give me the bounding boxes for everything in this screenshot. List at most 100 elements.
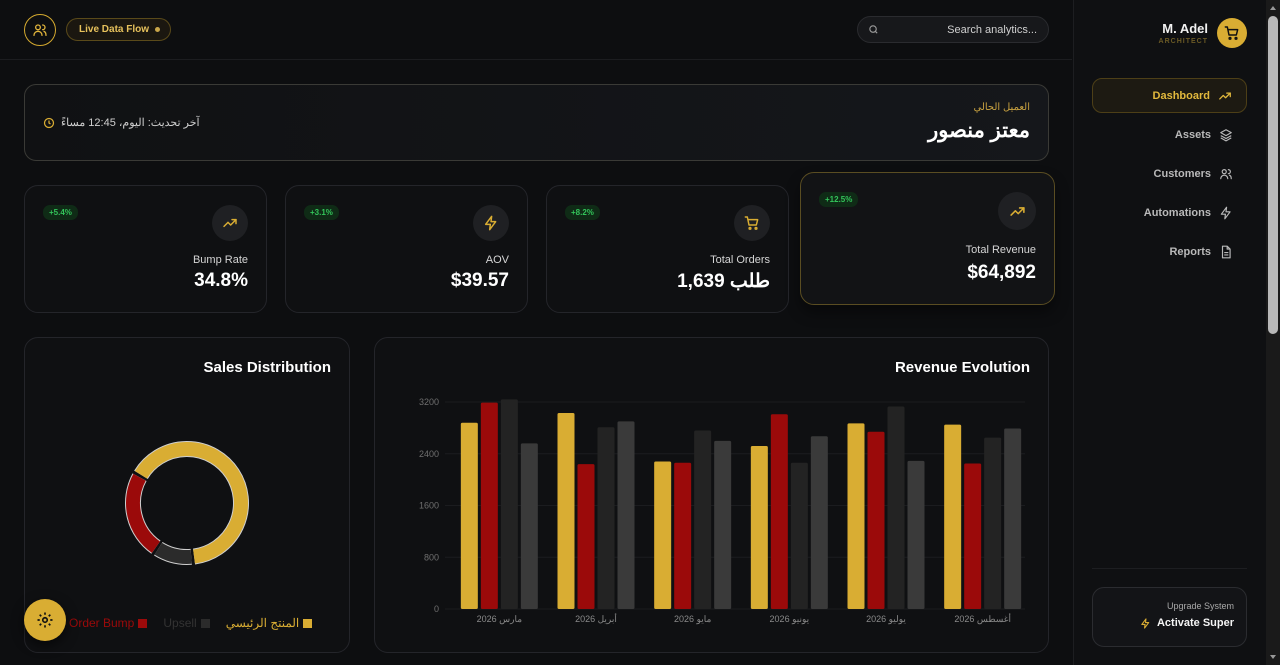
user-role: ARCHITECT	[1158, 38, 1208, 45]
y-tick-label: 3200	[419, 397, 439, 407]
sidebar-item-reports[interactable]: Reports	[1092, 234, 1247, 269]
kpi-value: 34.8%	[194, 270, 248, 291]
legend-label: Order Bump	[69, 616, 135, 630]
avatar[interactable]	[1217, 18, 1247, 48]
revenue-bar-chart: 0 800 1600 2400 3200 مارس 2026 أبريل 2026 مايو …	[419, 397, 1025, 625]
client-label: العميل الحالي	[973, 102, 1030, 113]
sidebar-item-label: Customers	[1153, 167, 1211, 180]
legend-swatch	[200, 618, 210, 628]
panel-title: Sales Distribution	[203, 359, 331, 376]
legend-label: المنتج الرئيسي	[225, 616, 300, 630]
sidebar: M. Adel ARCHITECT Dashboard Assets Custo…	[1073, 0, 1266, 665]
bar	[907, 460, 925, 609]
bar	[1004, 428, 1022, 609]
kpi-label: Bump Rate	[192, 254, 248, 266]
bar	[520, 443, 538, 609]
sidebar-item-assets[interactable]: Assets	[1092, 117, 1247, 152]
kpi-value: 1,639 طلب	[677, 271, 770, 292]
bar	[617, 421, 635, 609]
bar	[597, 427, 615, 609]
sidebar-item-label: Reports	[1169, 245, 1211, 258]
legend-swatch	[303, 618, 313, 628]
sales-donut-chart	[125, 441, 249, 565]
legend-item: المنتج الرئيسي	[226, 616, 313, 630]
search-icon	[869, 25, 878, 34]
scrollbar[interactable]	[1266, 0, 1280, 665]
x-tick-label: يونيو 2026	[770, 614, 810, 625]
layers-icon	[1220, 128, 1232, 141]
zap-icon	[1220, 206, 1231, 219]
kpi-value: $64,892	[967, 262, 1036, 283]
bar	[887, 406, 905, 609]
kpi-card-total-revenue: +12.5% Total Revenue $64,892	[800, 172, 1055, 305]
x-tick-label: أغسطس 2026	[954, 612, 1011, 625]
sidebar-item-dashboard[interactable]: Dashboard	[1092, 78, 1247, 113]
upgrade-card[interactable]: Upgrade System Activate Super	[1092, 587, 1247, 647]
legend-label: Upsell	[163, 616, 197, 630]
kpi-label: AOV	[485, 254, 509, 266]
y-tick-label: 0	[434, 604, 439, 614]
kpi-card-bump-rate: +5.4% Bump Rate 34.8%	[24, 185, 267, 313]
pie-slice	[154, 542, 192, 564]
upgrade-title: Upgrade System	[1166, 601, 1234, 611]
users-button[interactable]	[24, 14, 56, 46]
scroll-thumb[interactable]	[1268, 16, 1278, 334]
sales-distribution-panel: Sales Distribution المنتج الرئيسي Upsell…	[24, 337, 350, 653]
bar	[790, 462, 808, 609]
kpi-change-badge: +12.5%	[819, 192, 859, 207]
sidebar-item-label: Dashboard	[1152, 89, 1210, 102]
search-box[interactable]	[857, 16, 1049, 43]
bar	[674, 462, 692, 609]
kpi-card-aov: +3.1% AOV $39.57	[285, 185, 528, 313]
scroll-down-arrow-icon[interactable]	[1270, 655, 1276, 659]
kpi-value: $39.57	[450, 270, 509, 291]
sidebar-item-customers[interactable]: Customers	[1092, 156, 1247, 191]
live-data-badge[interactable]: Live Data Flow	[66, 18, 172, 41]
bar	[577, 464, 595, 609]
users-icon	[1220, 168, 1232, 179]
activate-button[interactable]: Activate Super	[1093, 617, 1234, 629]
bar	[944, 424, 962, 609]
trending-up-icon	[998, 192, 1036, 230]
bar	[750, 445, 768, 609]
file-icon	[1221, 245, 1231, 258]
revenue-evolution-panel: Revenue Evolution 0 800 1600 2400 3200 مارس 2…	[374, 337, 1049, 653]
zap-icon	[1141, 617, 1150, 629]
y-tick-label: 1600	[419, 501, 439, 511]
clock-icon	[43, 117, 55, 128]
bar	[770, 414, 788, 609]
x-tick-label: أبريل 2026	[575, 612, 617, 625]
bar	[500, 399, 518, 609]
x-tick-label: مارس 2026	[477, 614, 523, 625]
kpi-label: Total Revenue	[965, 244, 1036, 256]
live-dot-icon	[155, 27, 161, 32]
trending-up-icon	[1219, 91, 1231, 100]
search-input[interactable]	[887, 23, 1037, 36]
pie-slice	[126, 473, 161, 553]
zap-icon	[473, 205, 509, 241]
bar	[460, 422, 478, 609]
bar	[867, 431, 885, 609]
gear-icon	[37, 612, 53, 628]
y-tick-label: 800	[424, 552, 439, 562]
last-updated-text: آخر تحديث: اليوم، 12:45 مساءً	[61, 117, 200, 129]
kpi-card-total-orders: +8.2% Total Orders 1,639 طلب	[546, 185, 789, 313]
panel-title: Revenue Evolution	[894, 359, 1030, 376]
client-banner: العميل الحالي معتز منصور آخر تحديث: اليو…	[24, 84, 1049, 161]
sidebar-item-automations[interactable]: Automations	[1092, 195, 1247, 230]
trending-up-icon	[212, 205, 248, 241]
chart-legend: المنتج الرئيسي Upsell Order Bump	[69, 616, 313, 630]
legend-item: Order Bump	[69, 616, 148, 630]
settings-button[interactable]	[24, 599, 66, 641]
client-name: معتز منصور	[928, 119, 1030, 142]
bar	[810, 436, 828, 609]
legend-swatch	[138, 618, 148, 628]
scroll-up-arrow-icon[interactable]	[1270, 6, 1276, 10]
bar	[654, 461, 672, 609]
bar	[480, 402, 498, 609]
legend-item: Upsell	[163, 616, 210, 630]
last-updated: آخر تحديث: اليوم، 12:45 مساءً	[43, 116, 200, 129]
kpi-change-badge: +5.4%	[43, 205, 78, 220]
users-icon	[33, 24, 47, 36]
kpi-change-badge: +3.1%	[304, 205, 339, 220]
